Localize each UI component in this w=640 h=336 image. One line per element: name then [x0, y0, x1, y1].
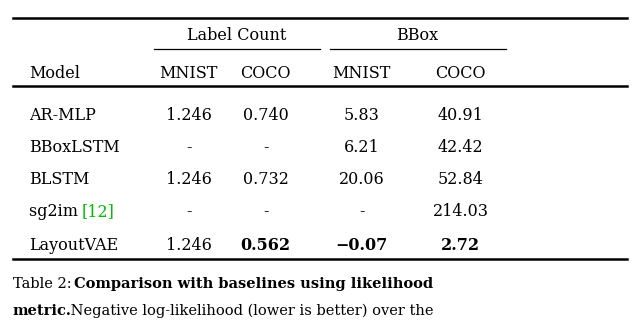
- Text: COCO: COCO: [241, 66, 291, 82]
- Text: 42.42: 42.42: [438, 139, 484, 156]
- Text: 1.246: 1.246: [166, 237, 212, 254]
- Text: Comparison with baselines using likelihood: Comparison with baselines using likeliho…: [74, 277, 433, 291]
- Text: Table 2:: Table 2:: [13, 277, 72, 291]
- Text: -: -: [263, 203, 268, 220]
- Text: [12]: [12]: [82, 203, 115, 220]
- Text: −0.07: −0.07: [335, 237, 388, 254]
- Text: LayoutVAE: LayoutVAE: [29, 237, 118, 254]
- Text: 1.246: 1.246: [166, 171, 212, 188]
- Text: 1.246: 1.246: [166, 108, 212, 124]
- Text: 0.562: 0.562: [241, 237, 291, 254]
- Text: -: -: [359, 203, 364, 220]
- Text: metric.: metric.: [13, 304, 72, 318]
- Text: 214.03: 214.03: [433, 203, 489, 220]
- Text: Negative log-likelihood (lower is better) over the: Negative log-likelihood (lower is better…: [66, 304, 433, 319]
- Text: MNIST: MNIST: [159, 66, 218, 82]
- Text: 5.83: 5.83: [344, 108, 380, 124]
- Text: sg2im: sg2im: [29, 203, 83, 220]
- Text: COCO: COCO: [436, 66, 486, 82]
- Text: Label Count: Label Count: [187, 27, 287, 44]
- Text: MNIST: MNIST: [332, 66, 391, 82]
- Text: 2.72: 2.72: [441, 237, 481, 254]
- Text: -: -: [186, 139, 191, 156]
- Text: AR-MLP: AR-MLP: [29, 108, 95, 124]
- Text: 0.740: 0.740: [243, 108, 289, 124]
- Text: 52.84: 52.84: [438, 171, 484, 188]
- Text: BLSTM: BLSTM: [29, 171, 89, 188]
- Text: Model: Model: [29, 66, 80, 82]
- Text: 40.91: 40.91: [438, 108, 484, 124]
- Text: 20.06: 20.06: [339, 171, 385, 188]
- Text: -: -: [186, 203, 191, 220]
- Text: BBoxLSTM: BBoxLSTM: [29, 139, 120, 156]
- Text: BBox: BBox: [397, 27, 438, 44]
- Text: 0.732: 0.732: [243, 171, 289, 188]
- Text: 6.21: 6.21: [344, 139, 380, 156]
- Text: -: -: [263, 139, 268, 156]
